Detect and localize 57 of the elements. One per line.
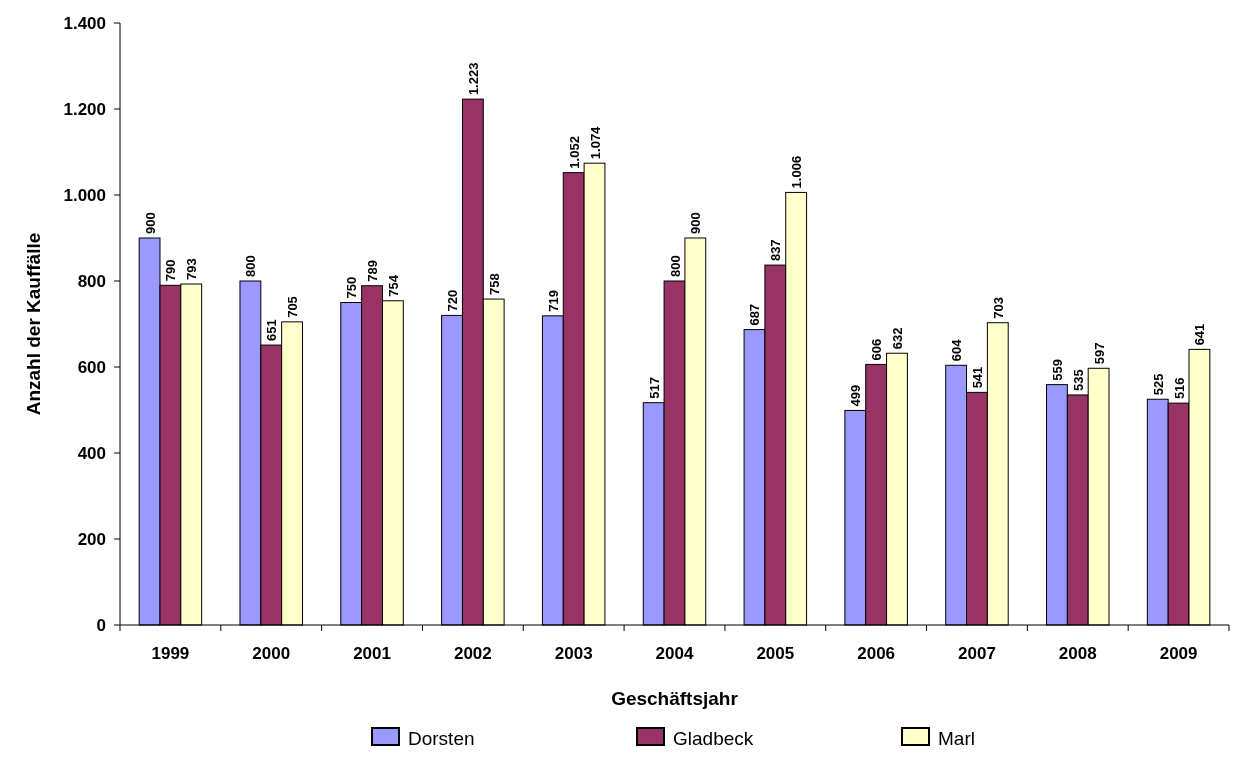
data-label: 719 bbox=[545, 290, 561, 312]
data-label: 793 bbox=[184, 258, 200, 281]
data-label: 517 bbox=[646, 376, 662, 399]
y-axis-title: Anzahl der Kauffälle bbox=[23, 232, 44, 416]
data-label: 800 bbox=[667, 255, 683, 277]
legend-label: Gladbeck bbox=[673, 727, 754, 749]
y-tick-label: 1.400 bbox=[63, 13, 106, 33]
legend-label: Marl bbox=[938, 727, 975, 749]
y-tick-label: 400 bbox=[77, 443, 106, 463]
data-label: 597 bbox=[1091, 342, 1107, 365]
x-tick-label: 2001 bbox=[353, 644, 391, 663]
data-label: 900 bbox=[142, 212, 158, 234]
y-tick-label: 1.000 bbox=[63, 185, 106, 205]
data-label: 525 bbox=[1150, 373, 1166, 396]
y-tick-label: 800 bbox=[77, 271, 106, 291]
y-tick-label: 0 bbox=[96, 615, 106, 635]
data-label: 632 bbox=[889, 327, 905, 350]
y-tick-label: 600 bbox=[77, 357, 106, 377]
x-tick-label: 2006 bbox=[857, 644, 896, 663]
data-label: 651 bbox=[264, 319, 280, 342]
data-label: 1.006 bbox=[789, 155, 805, 189]
x-tick-label: 2005 bbox=[756, 644, 795, 663]
x-tick-label: 1999 bbox=[151, 644, 190, 663]
x-tick-label: 2002 bbox=[453, 644, 492, 663]
y-tick-label: 200 bbox=[77, 529, 106, 549]
data-label: 499 bbox=[848, 384, 864, 407]
x-tick-label: 2007 bbox=[958, 644, 996, 663]
data-label: 604 bbox=[949, 338, 965, 362]
x-tick-label: 2004 bbox=[655, 644, 694, 663]
x-tick-label: 2009 bbox=[1159, 644, 1198, 663]
data-label: 687 bbox=[747, 303, 763, 326]
data-label: 790 bbox=[163, 259, 179, 282]
x-axis-title: Geschäftsjahr bbox=[611, 688, 739, 709]
data-label: 606 bbox=[869, 338, 885, 361]
data-label: 1.223 bbox=[465, 62, 481, 96]
data-label: 750 bbox=[344, 276, 360, 299]
data-label: 703 bbox=[990, 297, 1006, 319]
data-label: 541 bbox=[969, 366, 985, 389]
data-label: 758 bbox=[486, 273, 502, 296]
data-label: 1.052 bbox=[566, 136, 582, 169]
x-tick-label: 2008 bbox=[1058, 644, 1097, 663]
data-label: 516 bbox=[1171, 377, 1187, 400]
legend-label: Dorsten bbox=[408, 727, 475, 749]
data-label: 800 bbox=[243, 255, 259, 277]
data-label: 720 bbox=[445, 289, 461, 312]
data-label: 705 bbox=[285, 296, 301, 318]
data-label: 641 bbox=[1192, 323, 1208, 346]
data-label: 789 bbox=[365, 260, 381, 282]
x-tick-label: 2000 bbox=[252, 644, 291, 663]
data-label: 900 bbox=[688, 212, 704, 234]
y-tick-label: 1.200 bbox=[63, 99, 106, 119]
x-tick-label: 2003 bbox=[554, 644, 593, 663]
data-label: 837 bbox=[768, 239, 784, 262]
data-label: 535 bbox=[1070, 369, 1086, 391]
data-label: 754 bbox=[385, 274, 401, 297]
data-label: 1.074 bbox=[587, 125, 603, 160]
data-label: 559 bbox=[1049, 358, 1065, 381]
